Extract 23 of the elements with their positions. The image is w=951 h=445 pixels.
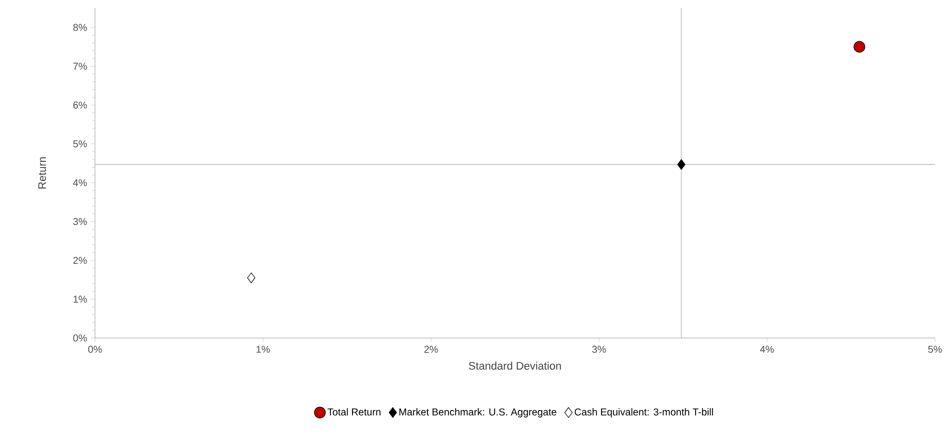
x-tick-label: 3%	[592, 346, 606, 353]
y-tick-label: 1%	[74, 296, 87, 303]
y-axis-title: Return	[38, 157, 46, 189]
y-tick-label: 5%	[73, 140, 87, 148]
point	[247, 272, 256, 284]
point	[854, 41, 866, 53]
y-tick-label: 3%	[73, 218, 87, 226]
legend-label: Market Benchmark: U.S. Aggregate	[399, 408, 556, 418]
x-tick-label: 4%	[760, 346, 774, 353]
x-axis-title: Standard Deviation	[468, 362, 561, 370]
x-tick-label: 2%	[424, 346, 438, 353]
point	[677, 159, 686, 170]
x-tick-label: 5%	[928, 346, 942, 353]
y-tick-label: 2%	[73, 256, 87, 264]
x-tick-label: 0%	[88, 346, 102, 353]
legend-label: Cash Equivalent: 3-month T-bill	[574, 408, 713, 418]
y-tick-label: 7%	[73, 62, 87, 70]
x-tick-label: 1%	[256, 346, 270, 353]
legend-label: Total Return	[328, 408, 380, 416]
y-tick-label: 0%	[73, 334, 87, 342]
y-tick-label: 6%	[73, 102, 87, 109]
y-tick-label: 8%	[73, 24, 87, 31]
y-tick-label: 4%	[73, 179, 87, 186]
